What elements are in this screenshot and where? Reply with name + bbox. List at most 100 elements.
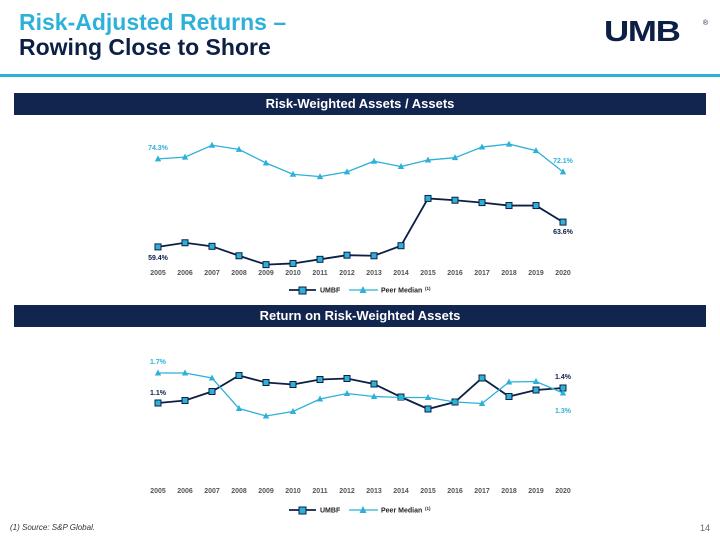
peer-median-point-2013 (370, 393, 378, 399)
x-tick-label: 2014 (393, 488, 409, 495)
series-line-peer-median (157, 143, 564, 178)
umbf-point-2019 (532, 202, 540, 210)
legend-umbf-label: UMBF (320, 288, 341, 295)
x-tick-label: 2016 (447, 270, 463, 277)
x-tick-label: 2009 (258, 488, 274, 495)
peer-median-point-2019 (532, 147, 540, 154)
x-tick-label: 2012 (339, 488, 355, 495)
legend-umbf-marker (298, 506, 307, 515)
x-tick-label: 2020 (555, 488, 571, 495)
x-tick-label: 2014 (393, 270, 409, 277)
peer-median-point-2020 (559, 389, 567, 396)
umbf-point-2016 (451, 196, 459, 204)
chart-1-banner: Risk-Weighted Assets / Assets (14, 93, 706, 115)
umbf-point-2019 (532, 386, 540, 394)
peer-median-point-2018 (505, 140, 513, 147)
peer-median-point-2014 (397, 394, 405, 400)
x-tick-label: 2012 (339, 270, 355, 277)
umbf-point-2015 (424, 405, 432, 413)
legend-peer-label: Peer Median (381, 288, 422, 295)
umbf-point-2011 (316, 255, 324, 263)
umbf-point-2011 (316, 376, 324, 383)
peer-median-point-2015 (424, 156, 432, 163)
peer-median-point-2011 (316, 173, 324, 180)
chart-2-banner: Return on Risk-Weighted Assets (14, 305, 706, 327)
umbf-point-2017 (478, 199, 486, 207)
legend-umbf-marker (298, 286, 307, 295)
x-tick-label: 2018 (501, 488, 517, 495)
peer-median-point-2010 (289, 170, 297, 177)
umbf-point-2006 (181, 239, 189, 247)
x-tick-label: 2007 (204, 488, 220, 495)
page-number: 14 (699, 523, 710, 533)
peer-median-point-2016 (451, 154, 459, 161)
chart-2-svg: 1.1% 1.7% 1.4% 1.3% 2005 2006 2007 2008 2009 2010… (150, 359, 572, 515)
x-tick-label: 2008 (231, 270, 247, 277)
data-label: 59.4% (148, 255, 169, 262)
x-tick-label: 2005 (150, 270, 166, 277)
x-tick-label: 2015 (420, 270, 436, 277)
peer-median-point-2008 (235, 145, 243, 152)
umbf-point-2013 (370, 380, 378, 388)
umbf-point-2005 (154, 399, 162, 407)
peer-median-point-2017 (478, 400, 486, 406)
umbf-point-2008 (235, 372, 243, 379)
peer-median-point-2007 (208, 374, 216, 381)
x-tick-label: 2013 (366, 488, 382, 495)
chart-1-svg: 59.4% 74.3% 63.6% 72.1% 2005 2006 2007 2008 2009… (148, 140, 574, 295)
chart-legend: UMBF Peer Median (1) (289, 506, 431, 515)
umbf-point-2008 (235, 252, 243, 260)
series-line-umbf (157, 197, 564, 266)
legend-peer-marker (359, 286, 367, 293)
chart-1: 59.4% 74.3% 63.6% 72.1% 2005 2006 2007 2008 2009… (14, 117, 706, 317)
x-tick-label: 2013 (366, 270, 382, 277)
legend-umbf-label: UMBF (320, 508, 341, 515)
legend-peer-footnote-mark: (1) (425, 506, 431, 511)
peer-median-point-2017 (478, 143, 486, 150)
peer-median-point-2009 (262, 159, 270, 166)
peer-median-point-2010 (289, 408, 297, 414)
umbf-point-2009 (262, 379, 270, 386)
legend-peer-label: Peer Median (381, 508, 422, 515)
source-footnote: (1) Source: S&P Global. (10, 523, 96, 532)
header-divider (0, 74, 720, 77)
peer-median-point-2018 (505, 378, 513, 385)
peer-median-point-2015 (424, 394, 432, 400)
x-tick-label: 2006 (177, 270, 193, 277)
page-title-line-1: Risk-Adjusted Returns – (19, 9, 287, 35)
data-label: 1.4% (555, 374, 572, 381)
umbf-point-2015 (424, 194, 432, 202)
umbf-point-2017 (478, 374, 486, 382)
umbf-point-2009 (262, 261, 270, 269)
legend-peer-marker (359, 506, 367, 513)
x-tick-label: 2011 (312, 270, 327, 277)
umbf-point-2018 (505, 393, 513, 400)
peer-median-point-2020 (559, 168, 567, 175)
umb-logo: UMB ® (604, 18, 708, 48)
peer-median-point-2012 (343, 168, 351, 175)
x-tick-label: 2011 (312, 488, 327, 495)
peer-median-point-2014 (397, 163, 405, 170)
x-tick-label: 2019 (528, 488, 544, 495)
umbf-point-2014 (397, 242, 405, 250)
peer-median-point-2006 (181, 153, 189, 160)
x-tick-label: 2016 (447, 488, 463, 495)
umbf-point-2018 (505, 202, 513, 210)
umbf-point-2010 (289, 381, 297, 388)
x-tick-label: 2005 (150, 488, 166, 495)
x-tick-label: 2017 (474, 270, 490, 277)
peer-median-point-2016 (451, 398, 459, 405)
data-label: 1.1% (150, 390, 167, 397)
page-title: Risk-Adjusted Returns – Rowing Close to … (19, 10, 286, 60)
data-label: 63.6% (553, 229, 574, 236)
x-tick-label: 2015 (420, 488, 436, 495)
umbf-point-2006 (181, 397, 189, 404)
umbf-point-2012 (343, 251, 351, 259)
peer-median-point-2005 (154, 369, 162, 376)
chart-legend: UMBF Peer Median (1) (289, 286, 431, 295)
data-label: 72.1% (553, 158, 574, 165)
umbf-point-2005 (154, 243, 162, 251)
x-tick-label: 2008 (231, 488, 247, 495)
logo-registered-mark: ® (702, 20, 708, 27)
x-tick-label: 2010 (285, 488, 301, 495)
